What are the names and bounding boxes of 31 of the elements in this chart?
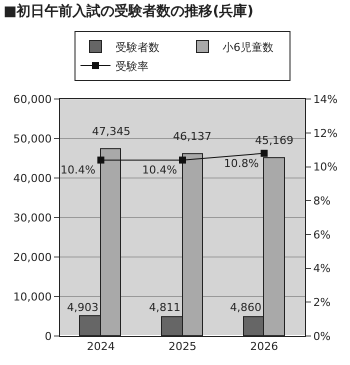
y2-tick-label: 2% xyxy=(313,296,331,310)
x-tick-label: 2024 xyxy=(86,340,115,354)
y-tick-label: 60,000 xyxy=(13,93,52,106)
data-label: 4,860 xyxy=(230,301,262,314)
y-tick-label: 20,000 xyxy=(13,250,52,264)
data-label: 45,169 xyxy=(255,134,294,147)
y2-tick-label: 6% xyxy=(313,228,331,242)
y-tick-label: 50,000 xyxy=(13,132,52,146)
legend-label: 受験者数 xyxy=(116,40,160,54)
y2-tick-label: 12% xyxy=(313,126,338,140)
y-tick-label: 0 xyxy=(44,330,52,343)
data-label: 46,137 xyxy=(173,130,212,143)
data-label: 4,903 xyxy=(67,301,98,314)
y-tick-label: 30,000 xyxy=(13,211,52,224)
data-label: 10.4% xyxy=(60,164,96,177)
chart-title: ■初日午前入試の受験者数の推移(兵庫) xyxy=(4,2,254,20)
y2-tick-label: 0% xyxy=(313,330,331,343)
legend-label: 受験率 xyxy=(116,60,148,73)
y2-tick-label: 8% xyxy=(313,194,331,208)
y2-tick-label: 10% xyxy=(313,160,338,174)
x-tick-label: 2025 xyxy=(168,340,196,354)
y-tick-label: 40,000 xyxy=(13,172,52,185)
y2-tick-label: 4% xyxy=(313,262,331,276)
x-tick-label: 2026 xyxy=(250,340,278,354)
data-label: 10.8% xyxy=(224,156,259,170)
data-label: 10.4% xyxy=(142,164,178,177)
y-tick-label: 10,000 xyxy=(13,290,52,304)
data-label: 4,811 xyxy=(149,301,180,314)
data-label: 47,345 xyxy=(92,125,130,138)
legend-label: 小6児童数 xyxy=(222,40,274,54)
y2-tick-label: 14% xyxy=(313,93,338,106)
